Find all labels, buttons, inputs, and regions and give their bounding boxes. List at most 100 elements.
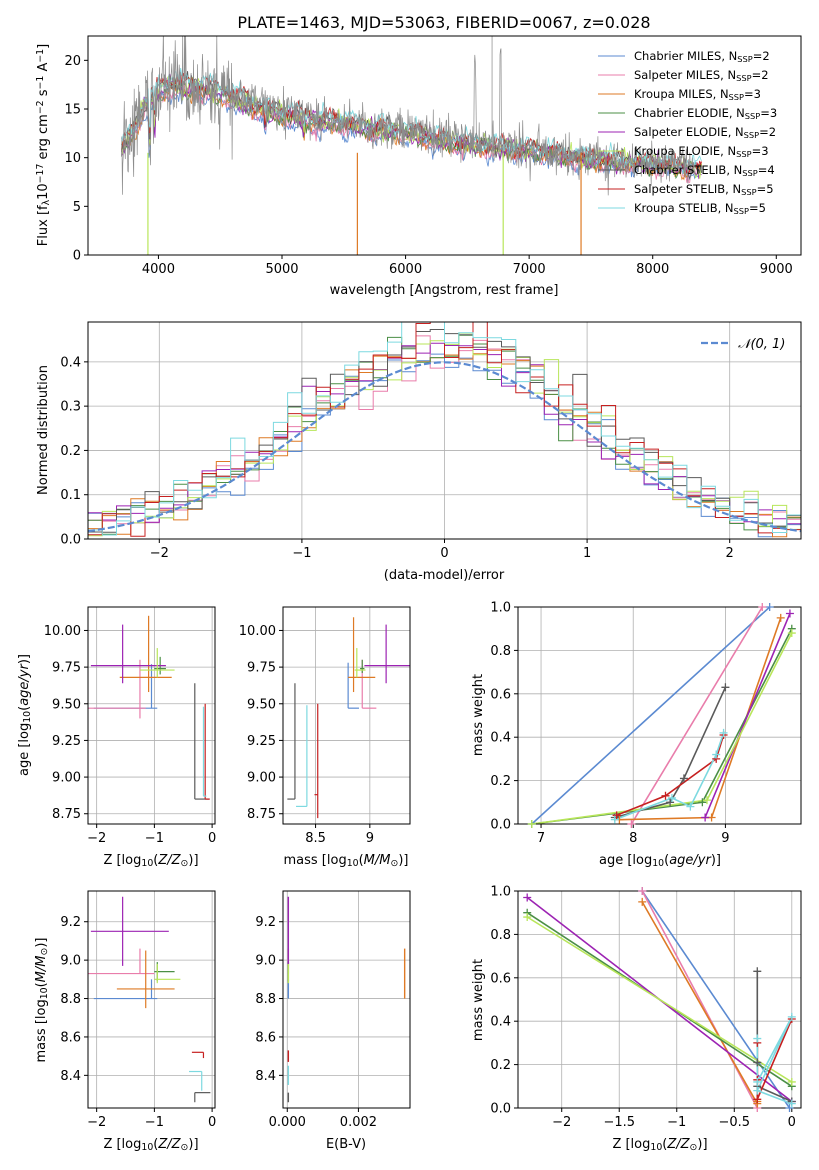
marker-kroupa_stelib <box>753 1086 762 1095</box>
y-axis-label: mass weight <box>471 674 486 756</box>
x-tick-label: 6000 <box>389 262 422 277</box>
y-tick-label: 8.75 <box>247 807 276 822</box>
y-tick-label: 20 <box>64 54 81 69</box>
marker-kroupa_stelib <box>610 815 619 824</box>
marker-kroupa_stelib <box>787 1099 796 1108</box>
age_vs_Z-marks <box>88 615 210 800</box>
x-tick-label: −2 <box>87 1115 106 1130</box>
x-axis-label: Z [log10(Z/Z⊙)] <box>103 1137 198 1153</box>
x-tick-label: −1 <box>145 831 164 846</box>
y-tick-label: 0.1 <box>60 488 81 503</box>
marker-kroupa_stelib <box>787 1012 796 1021</box>
y-tick-label: 9.0 <box>255 954 276 969</box>
y-tick-label: 0.8 <box>490 644 511 659</box>
marker-kroupa_miles <box>776 613 785 622</box>
x-tick-label: 2 <box>726 546 734 561</box>
x-tick-label: 4000 <box>142 262 175 277</box>
y-tick-label: 9.50 <box>52 697 81 712</box>
x-tick-label: 0.000 <box>269 1115 306 1130</box>
axes-frame <box>87 606 216 825</box>
weight_vs_age-marks <box>531 607 793 824</box>
y-tick-label: 9.75 <box>52 661 81 676</box>
marker-kroupa_stelib <box>686 802 695 811</box>
x-tick-label: −1.5 <box>603 1115 635 1130</box>
x-axis-label: Z [log10(Z/Z⊙)] <box>103 853 198 869</box>
x-tick-label: 7 <box>537 831 545 846</box>
observed-spectrum <box>121 36 697 196</box>
x-axis-label: Z [log10(Z/Z⊙)] <box>612 1137 707 1153</box>
axes-frame <box>282 890 411 1109</box>
marker-chabrier_stelib <box>666 798 675 807</box>
y-tick-label: 0.4 <box>60 355 81 370</box>
age_vs_mass-panel: 8.5 9 8.75 9.00 9.25 9.50 9.75 10.00 <box>239 606 411 846</box>
y-tick-label: 0.3 <box>60 400 81 415</box>
y-tick-label: 0.0 <box>490 1102 511 1117</box>
x-tick-label: −0.5 <box>718 1115 750 1130</box>
y-tick-label: 0.2 <box>490 1058 511 1073</box>
legend-label-salpeter_miles: Salpeter MILES, NSSP=2 <box>634 68 769 83</box>
x-tick-label: −2 <box>150 546 169 561</box>
y-tick-label: 10.00 <box>239 624 276 639</box>
marker-salpeter_miles <box>627 820 636 828</box>
marker-salpeter_elodie <box>523 893 532 902</box>
marker-chabrier_miles <box>785 1104 794 1112</box>
weight_vs_Z-panel: −2 −1.5 −1 −0.5 0 0.0 0.2 0.4 0.6 0.8 1.0 <box>490 885 802 1130</box>
age_vs_Z-panel: −2 −1 0 8.75 9.00 9.25 9.50 9.75 10.00 <box>44 606 216 846</box>
marker-chabrier_stelib <box>679 774 688 783</box>
x-tick-label: 0 <box>208 1115 216 1130</box>
y-tick-label: 8.75 <box>52 807 81 822</box>
x-tick-label: 7000 <box>513 262 546 277</box>
y-tick-label: 8.8 <box>60 992 81 1007</box>
y-axis-label: age [log10(age/yr)] <box>17 654 33 776</box>
legend-label-chabrier_elodie: Chabrier ELODIE, NSSP=3 <box>634 106 777 121</box>
x-tick-label: 0 <box>208 831 216 846</box>
series-line-kroupa_elodie <box>526 916 793 1083</box>
y-tick-label: 5 <box>73 200 81 215</box>
y-tick-label: 8.6 <box>255 1030 276 1045</box>
y-tick-label: 9.25 <box>247 734 276 749</box>
mass_vs_Z-marks <box>88 896 211 1103</box>
spectrum-panel: 4000 5000 6000 7000 8000 9000 0 5 10 15 20 <box>64 35 802 277</box>
x-tick-label: 1 <box>583 546 591 561</box>
mass_vs_ebv-marks <box>287 896 406 1103</box>
axes-frame <box>517 606 802 825</box>
y-tick-label: 8.4 <box>255 1069 276 1084</box>
marker-salpeter_miles <box>758 603 767 611</box>
marker-salpeter_stelib <box>753 1095 762 1104</box>
y-tick-label: 0.8 <box>490 928 511 943</box>
series-line-chabrier_miles <box>531 607 771 824</box>
y-axis-label: Flux [fλ10−17 erg cm−2 s−1 A−1] <box>35 44 52 246</box>
marker-chabrier_stelib <box>721 683 730 692</box>
normal-distribution-curve <box>88 361 801 533</box>
marker-kroupa_elodie <box>787 629 796 638</box>
marker-kroupa_elodie <box>787 1077 796 1086</box>
axes-frame <box>87 890 216 1109</box>
x-tick-label: −2 <box>552 1115 571 1130</box>
marker-salpeter_elodie <box>785 609 794 618</box>
axes-frame <box>282 606 411 825</box>
marker-kroupa_miles <box>638 897 647 906</box>
x-axis-label: age [log10(age/yr)] <box>599 853 721 869</box>
y-axis-label: mass weight <box>471 959 486 1041</box>
series-line-salpeter_stelib <box>616 734 725 817</box>
series-line-chabrier_miles <box>641 891 791 1108</box>
x-axis-label: E(B-V) <box>326 1137 366 1152</box>
y-tick-label: 0.0 <box>490 818 511 833</box>
marker-chabrier_stelib <box>753 967 762 976</box>
y-tick-label: 10.00 <box>44 624 81 639</box>
marker-kroupa_stelib <box>667 793 676 802</box>
y-tick-label: 0.2 <box>60 444 81 459</box>
y-tick-label: 0.4 <box>490 731 511 746</box>
mass_vs_Z-panel: −2 −1 0 8.4 8.6 8.8 9.0 9.2 <box>60 890 216 1130</box>
series-line-chabrier_elodie <box>531 628 793 824</box>
series-line-kroupa_miles <box>619 617 782 821</box>
y-tick-label: 8.6 <box>60 1030 81 1045</box>
y-tick-label: 0.4 <box>490 1015 511 1030</box>
marker-chabrier_elodie <box>698 798 707 807</box>
y-tick-label: 9.75 <box>247 661 276 676</box>
series-line-salpeter_elodie <box>704 613 791 818</box>
histogram-kroupa_stelib <box>88 322 801 536</box>
series-line-salpeter_miles <box>641 891 759 1108</box>
y-tick-label: 8.4 <box>60 1069 81 1084</box>
